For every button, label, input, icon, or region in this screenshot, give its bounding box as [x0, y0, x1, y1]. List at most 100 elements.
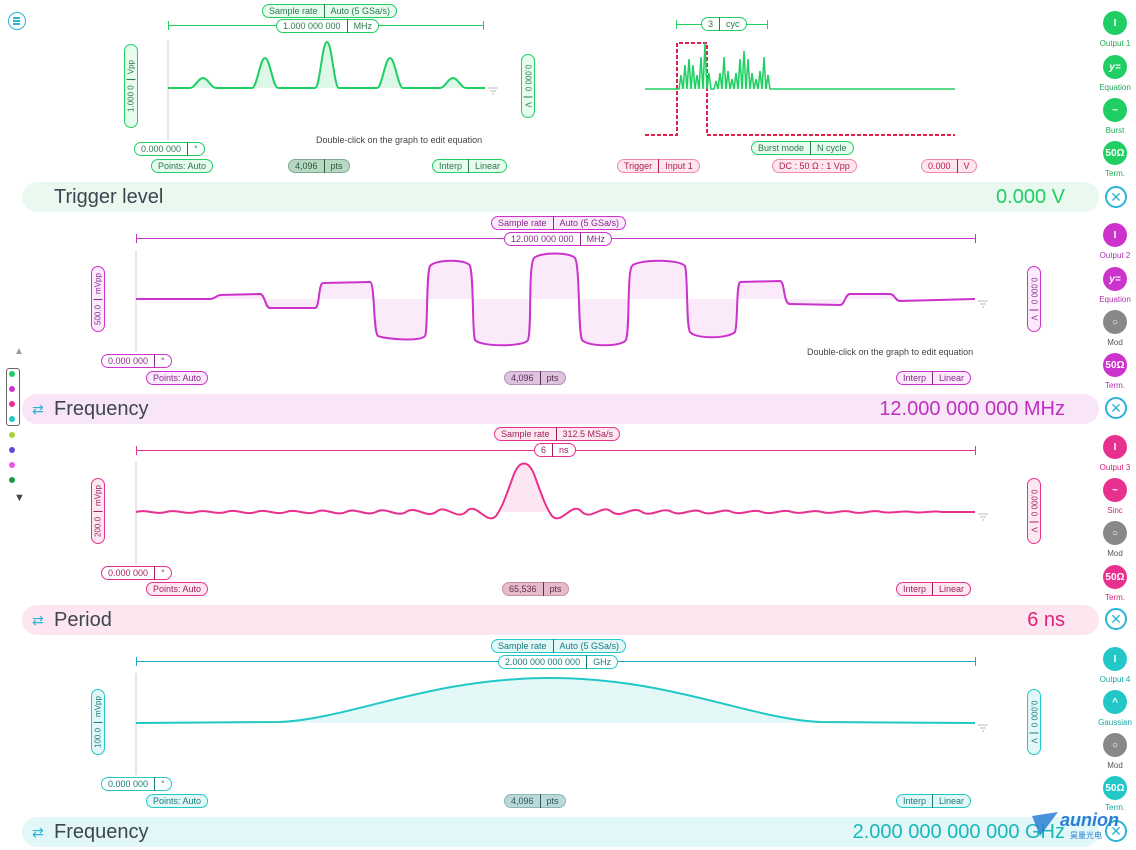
ch2-swap-icon[interactable]: ⇄: [32, 400, 44, 417]
ch3-settings-icon[interactable]: ✕: [1105, 608, 1127, 630]
ch1-cycles-field[interactable]: 3 cyc: [701, 17, 747, 31]
ch1-burst-mode-field[interactable]: Burst mode N cycle: [751, 141, 854, 155]
ch1-sample-rate[interactable]: Sample rate Auto (5 GSa/s): [262, 4, 398, 18]
ch1-settings-icon[interactable]: ✕: [1105, 186, 1127, 208]
ch4-mod-button[interactable]: ○: [1103, 733, 1127, 757]
channel-dot-3[interactable]: [9, 401, 15, 407]
ch4-waveform-graph[interactable]: [130, 667, 1000, 777]
ch1-burst-graph[interactable]: [640, 35, 960, 140]
ch4-swap-icon[interactable]: ⇄: [32, 823, 44, 840]
ch1-amplitude-field[interactable]: 1.000 0 Vpp: [124, 44, 138, 128]
ch2-sample-rate[interactable]: Sample rate Auto (5 GSa/s): [491, 216, 627, 230]
ch4-frequency-field[interactable]: 2.000 000 000 000 GHz: [498, 655, 619, 669]
ch2-pts-field[interactable]: 4,096 pts: [504, 371, 566, 385]
ch4-amplitude-field[interactable]: 100.0 mVpp: [91, 689, 105, 755]
ch1-frequency-field[interactable]: 1.000 000 000 MHz: [276, 19, 380, 33]
ch4-gaussian-button[interactable]: ^: [1103, 690, 1127, 714]
ch4-parameter-bar[interactable]: ⇄ Frequency 2.000 000 000 000 GHz: [22, 817, 1099, 847]
ch2-term-label: Term.: [1105, 381, 1125, 390]
ch4-bar-value[interactable]: 2.000 000 000 000 GHz: [852, 820, 1065, 843]
channel-dot-4[interactable]: [9, 416, 15, 422]
ch2-ground-icon: [978, 300, 988, 308]
ch2-equation-button[interactable]: y=: [1103, 267, 1127, 291]
scroll-down-arrow[interactable]: ▼: [14, 492, 25, 504]
ch3-pts-field[interactable]: 65,536 pts: [502, 582, 569, 596]
ch1-level-field[interactable]: 0.000 V: [921, 159, 977, 173]
ch4-pts-field[interactable]: 4,096 pts: [504, 794, 566, 808]
ch4-interp-field[interactable]: Interp Linear: [896, 794, 972, 808]
ch2-output-toggle[interactable]: I: [1103, 223, 1127, 247]
ch2-output-label: Output 2: [1099, 251, 1131, 260]
ch3-mod-label: Mod: [1107, 549, 1123, 558]
ch1-bar-label: Trigger level: [54, 185, 164, 208]
brand-logo-mark: [1032, 812, 1058, 836]
menu-icon[interactable]: [8, 12, 26, 30]
ch2-bar-value[interactable]: 12.000 000 000 MHz: [879, 397, 1065, 420]
ch1-dc-field[interactable]: DC : 50 Ω : 1 Vpp: [772, 159, 857, 173]
ch3-sample-rate[interactable]: Sample rate 312.5 MSa/s: [494, 427, 621, 441]
ch3-sinc-button[interactable]: ~: [1103, 478, 1127, 502]
ch2-frequency-field[interactable]: 12.000 000 000 MHz: [504, 232, 613, 246]
ch3-parameter-bar[interactable]: ⇄ Period 6 ns: [22, 605, 1099, 635]
ch1-equation-button[interactable]: y=: [1103, 55, 1127, 79]
ch2-amplitude-field[interactable]: 500.0 mVpp: [91, 266, 105, 332]
ch2-waveform-graph[interactable]: [130, 244, 1000, 354]
ch2-settings-icon[interactable]: ✕: [1105, 397, 1127, 419]
ch3-swap-icon[interactable]: ⇄: [32, 611, 44, 628]
ch1-waveform-line: [168, 40, 485, 89]
ch1-trigger-line: [645, 42, 955, 136]
channel-dot-1[interactable]: [9, 371, 15, 377]
ch3-amplitude-field[interactable]: 200.0 mVpp: [91, 478, 105, 544]
ch2-mod-label: Mod: [1107, 338, 1123, 347]
ch1-edit-hint: Double-click on the graph to edit equati…: [316, 135, 483, 145]
ch2-phase-field[interactable]: 0.000 000 °: [101, 354, 172, 368]
ch4-waveform-fill: [136, 678, 975, 723]
ch3-period-field[interactable]: 6 ns: [534, 443, 576, 457]
ch3-points-field[interactable]: Points: Auto: [146, 582, 209, 596]
ch4-output-toggle[interactable]: I: [1103, 647, 1127, 671]
ch1-trigger-field[interactable]: Trigger Input 1: [617, 159, 700, 173]
ch3-bar-value[interactable]: 6 ns: [1027, 608, 1065, 631]
channel-dot-7[interactable]: [9, 462, 15, 468]
ch2-parameter-bar[interactable]: ⇄ Frequency 12.000 000 000 MHz: [22, 394, 1099, 424]
ch1-equation-label: Equation: [1099, 83, 1131, 92]
ch1-bar-value[interactable]: 0.000 V: [996, 185, 1065, 208]
ch3-output-toggle[interactable]: I: [1103, 435, 1127, 459]
ch2-points-field[interactable]: Points: Auto: [146, 371, 209, 385]
channel-dot-2[interactable]: [9, 386, 15, 392]
ch1-burst-button[interactable]: ~: [1103, 98, 1127, 122]
ch3-interp-field[interactable]: Interp Linear: [896, 582, 972, 596]
ch3-term-button[interactable]: 50Ω: [1103, 565, 1127, 589]
ch4-phase-field[interactable]: 0.000 000 °: [101, 777, 172, 791]
channel-dot-6[interactable]: [9, 447, 15, 453]
ch4-points-field[interactable]: Points: Auto: [146, 794, 209, 808]
channel-dot-5[interactable]: [9, 432, 15, 438]
ch4-settings-icon[interactable]: ✕: [1105, 820, 1127, 842]
ch4-sample-rate[interactable]: Sample rate Auto (5 GSa/s): [491, 639, 627, 653]
brand-logo: aunion 昊量光电: [1030, 810, 1125, 842]
ch1-waveform-graph[interactable]: [160, 30, 510, 145]
ch2-interp-field[interactable]: Interp Linear: [896, 371, 972, 385]
ch1-parameter-bar[interactable]: Trigger level 0.000 V: [22, 182, 1099, 212]
ch2-mod-button[interactable]: ○: [1103, 310, 1127, 334]
ch1-interp-field[interactable]: Interp Linear: [432, 159, 508, 173]
scroll-up-arrow[interactable]: ▲: [14, 346, 24, 357]
channel-dot-8[interactable]: [9, 477, 15, 483]
ch3-waveform-graph[interactable]: [130, 456, 1000, 566]
ch3-ground-icon: [978, 513, 988, 521]
ch1-term-button[interactable]: 50Ω: [1103, 141, 1127, 165]
ch3-phase-field[interactable]: 0.000 000 °: [101, 566, 172, 580]
ch1-output-toggle[interactable]: I: [1103, 11, 1127, 35]
ch1-pts-field[interactable]: 4,096 pts: [288, 159, 350, 173]
ch2-term-button[interactable]: 50Ω: [1103, 353, 1127, 377]
ch3-mod-button[interactable]: ○: [1103, 521, 1127, 545]
ch1-phase-field[interactable]: 0.000 000 °: [134, 142, 205, 156]
channel-group-selector[interactable]: [6, 368, 20, 426]
ch1-output-label: Output 1: [1099, 39, 1131, 48]
ch1-points-field[interactable]: Points: Auto: [151, 159, 214, 173]
ch4-term-button[interactable]: 50Ω: [1103, 776, 1127, 800]
